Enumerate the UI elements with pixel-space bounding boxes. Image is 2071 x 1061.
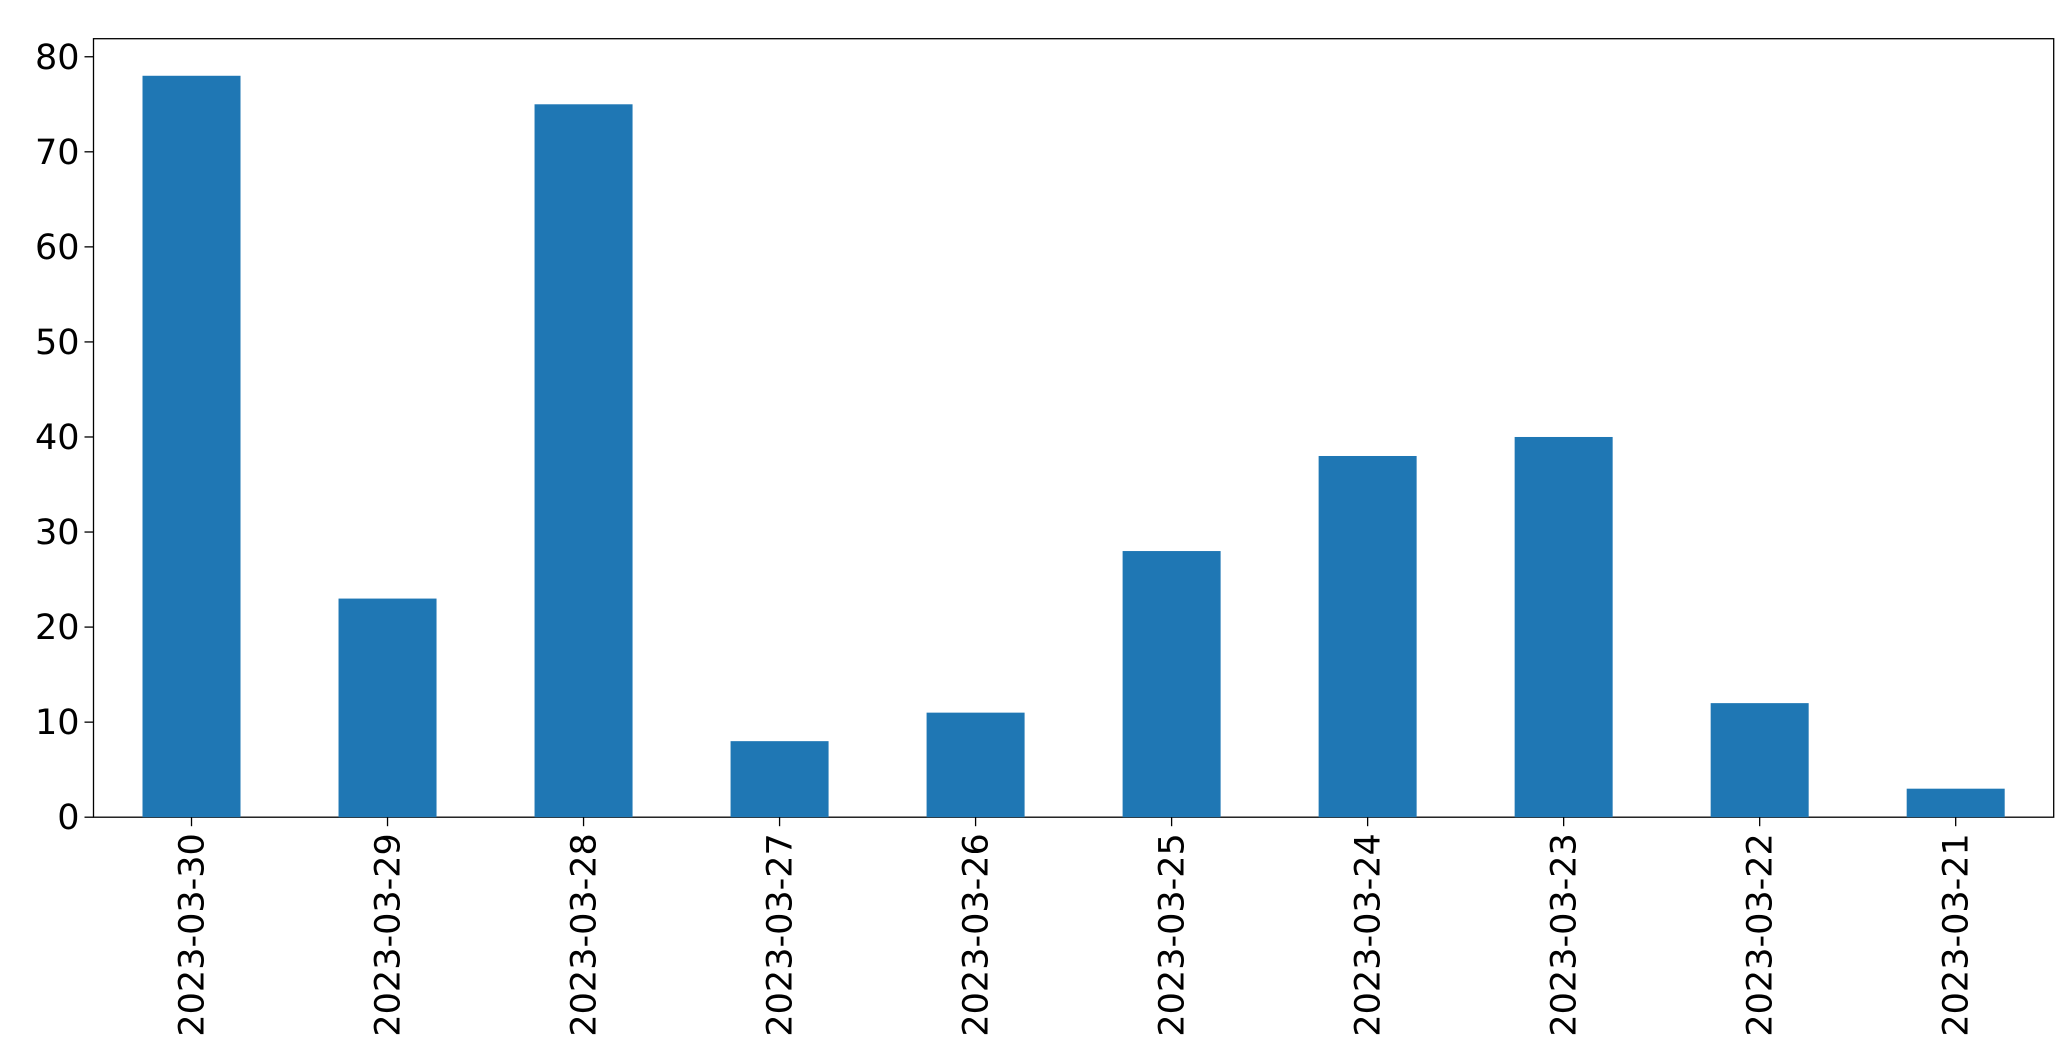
x-tick-label: 2023-03-22 bbox=[1741, 833, 1781, 1036]
x-tick-label: 2023-03-30 bbox=[173, 833, 213, 1036]
y-tick-label: 40 bbox=[35, 418, 80, 458]
x-tick-label: 2023-03-28 bbox=[565, 833, 605, 1036]
bar bbox=[1710, 703, 1809, 818]
y-tick-label: 50 bbox=[35, 323, 80, 363]
bar bbox=[338, 598, 437, 818]
bar bbox=[1318, 455, 1417, 818]
x-tick-label: 2023-03-21 bbox=[1937, 833, 1977, 1036]
x-tick-label: 2023-03-27 bbox=[761, 833, 801, 1036]
x-tick-label: 2023-03-23 bbox=[1545, 833, 1585, 1036]
bar bbox=[926, 712, 1025, 818]
y-tick-label: 0 bbox=[57, 798, 79, 838]
x-tick-label: 2023-03-25 bbox=[1153, 833, 1193, 1036]
bar bbox=[1514, 436, 1613, 818]
y-tick-label: 10 bbox=[35, 703, 80, 743]
y-tick-label: 80 bbox=[35, 38, 80, 78]
bar bbox=[534, 104, 633, 818]
y-tick-label: 60 bbox=[35, 228, 80, 268]
bar bbox=[1906, 788, 2005, 818]
bar bbox=[1122, 551, 1221, 818]
bar bbox=[730, 741, 829, 818]
plot-frame bbox=[92, 38, 2055, 818]
y-tick-label: 20 bbox=[35, 608, 80, 648]
bar bbox=[142, 75, 241, 818]
y-tick-label: 30 bbox=[35, 513, 80, 553]
x-tick-label: 2023-03-26 bbox=[957, 833, 997, 1036]
x-tick-label: 2023-03-29 bbox=[369, 833, 409, 1036]
x-tick-label: 2023-03-24 bbox=[1349, 833, 1389, 1036]
y-tick-label: 70 bbox=[35, 133, 80, 173]
